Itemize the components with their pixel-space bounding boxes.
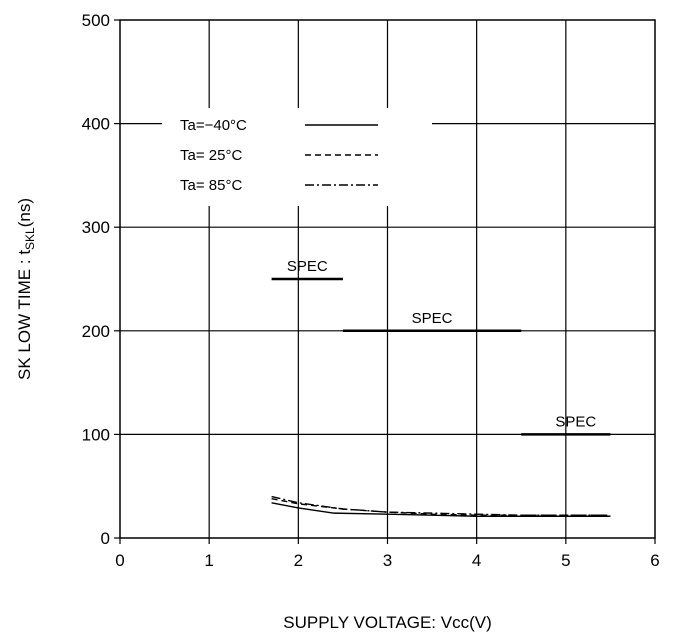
series-line — [271, 502, 611, 517]
x-tick-label: 3 — [383, 551, 392, 570]
y-axis-label: SK LOW TIME : tSKL(ns) — [15, 198, 37, 380]
series-lines — [271, 495, 611, 517]
y-axis-label-suffix: (ns) — [15, 198, 34, 227]
y-tick-label: 0 — [101, 529, 110, 548]
legend-label: Ta=−40°C — [180, 117, 247, 134]
y-axis-label-prefix: SK LOW TIME : t — [15, 250, 34, 380]
x-tick-label: 5 — [561, 551, 570, 570]
x-axis-label: SUPPLY VOLTAGE: Vcc(V) — [283, 613, 491, 632]
x-tick-label: 2 — [294, 551, 303, 570]
x-tick-label: 4 — [472, 551, 481, 570]
y-axis-label-subscript: SKL — [23, 227, 37, 250]
y-tick-label: 500 — [82, 11, 110, 30]
grid — [120, 20, 655, 538]
x-tick-label: 0 — [115, 551, 124, 570]
y-tick-label: 100 — [82, 425, 110, 444]
y-tick-label: 200 — [82, 322, 110, 341]
y-tick-label: 400 — [82, 115, 110, 134]
legend-label: Ta= 85°C — [180, 177, 242, 194]
spec-label: SPEC — [412, 310, 453, 327]
y-tick-label: 300 — [82, 218, 110, 237]
spec-label: SPEC — [287, 258, 328, 275]
x-tick-label: 1 — [204, 551, 213, 570]
x-tick-labels: 0 1 2 3 4 5 6 — [115, 538, 660, 570]
spec-lines: SPEC SPEC SPEC — [271, 258, 611, 436]
x-tick-label: 6 — [650, 551, 659, 570]
y-tick-labels: 0 100 200 300 400 500 — [82, 11, 120, 548]
series-line — [271, 495, 611, 516]
legend-label: Ta= 25°C — [180, 147, 242, 164]
spec-label: SPEC — [555, 413, 596, 430]
legend: Ta=−40°C Ta= 25°C Ta= 85°C — [162, 108, 432, 206]
legend-box — [162, 108, 432, 206]
